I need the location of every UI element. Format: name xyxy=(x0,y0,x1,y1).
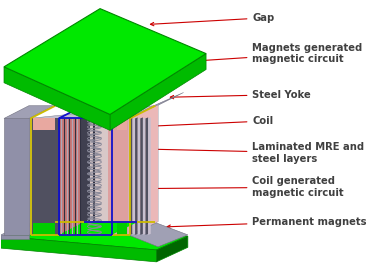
Polygon shape xyxy=(116,118,127,130)
Polygon shape xyxy=(146,117,148,235)
Polygon shape xyxy=(1,235,29,239)
Polygon shape xyxy=(128,223,188,247)
Polygon shape xyxy=(148,117,151,235)
Polygon shape xyxy=(140,117,143,235)
Polygon shape xyxy=(33,118,55,130)
Polygon shape xyxy=(130,117,133,235)
Polygon shape xyxy=(128,93,184,118)
Polygon shape xyxy=(4,67,110,130)
Polygon shape xyxy=(4,118,29,235)
Polygon shape xyxy=(156,236,188,262)
Text: Coil: Coil xyxy=(150,116,274,128)
Polygon shape xyxy=(80,118,90,235)
Polygon shape xyxy=(132,117,135,235)
Polygon shape xyxy=(90,118,108,235)
Polygon shape xyxy=(59,118,80,235)
Polygon shape xyxy=(4,9,206,114)
Text: Gap: Gap xyxy=(150,13,275,26)
Polygon shape xyxy=(116,223,127,235)
Text: Magnets generated
magnetic circuit: Magnets generated magnetic circuit xyxy=(170,43,363,64)
Text: Steel Yoke: Steel Yoke xyxy=(170,90,311,100)
Polygon shape xyxy=(29,106,154,235)
Text: Permanent magnets: Permanent magnets xyxy=(167,217,367,228)
Polygon shape xyxy=(138,117,140,235)
Polygon shape xyxy=(33,223,55,235)
Polygon shape xyxy=(32,118,59,235)
Polygon shape xyxy=(128,105,158,235)
Text: Coil generated
magnetic circuit: Coil generated magnetic circuit xyxy=(149,176,344,198)
Polygon shape xyxy=(143,117,146,235)
Text: Laminated MRE and
steel layers: Laminated MRE and steel layers xyxy=(142,142,365,164)
Polygon shape xyxy=(1,236,156,262)
Polygon shape xyxy=(1,222,188,250)
Polygon shape xyxy=(59,222,137,235)
Polygon shape xyxy=(1,223,29,239)
Polygon shape xyxy=(4,106,54,118)
Polygon shape xyxy=(110,54,206,130)
Polygon shape xyxy=(135,117,138,235)
Polygon shape xyxy=(108,118,128,235)
Polygon shape xyxy=(128,105,158,235)
